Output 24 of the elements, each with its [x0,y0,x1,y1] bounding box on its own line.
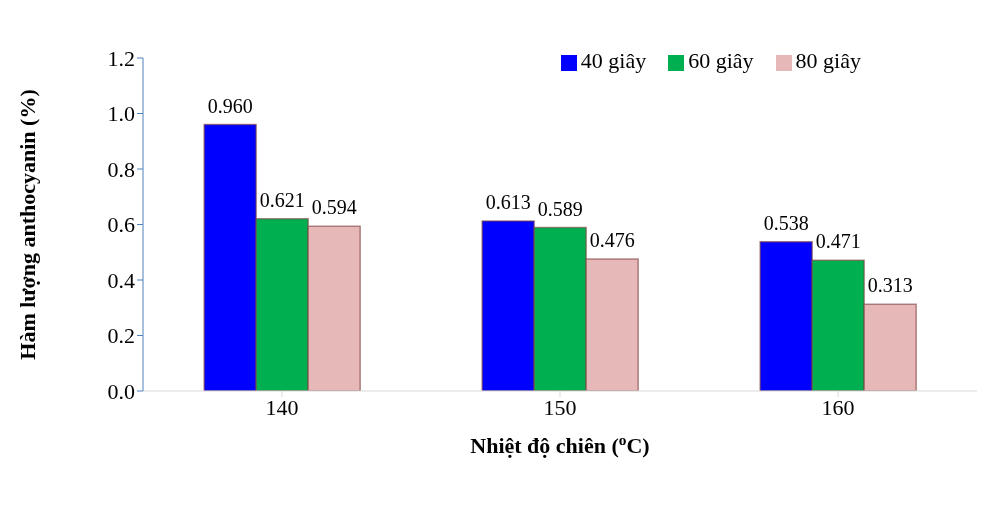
x-tick-label: 160 [821,394,855,420]
x-tick-label: 140 [265,394,299,420]
y-tick-label: 0.4 [107,267,135,293]
data-label: 0.476 [589,228,635,251]
data-label: 0.538 [763,211,809,234]
y-tick-label: 0.6 [107,212,135,238]
data-label: 0.613 [485,190,531,213]
y-tick-label: 0.8 [107,156,135,182]
data-label: 0.960 [207,94,253,117]
x-tick-label: 150 [543,394,577,420]
legend-label: 80 giây [795,48,861,73]
legend-label: 60 giây [688,48,754,73]
data-label: 0.589 [537,197,583,220]
y-tick-label: 0.2 [107,323,135,349]
data-label: 0.621 [259,188,305,211]
y-axis-title: Hàm lượng anthocyanin (%) [15,89,40,360]
legend-label: 40 giây [580,48,647,73]
x-axis-title: Nhiệt độ chiên ($^{o}$C) [470,430,650,458]
data-label: 0.471 [815,230,861,253]
y-tick-label: 1.2 [107,45,135,71]
y-tick-label: 1.0 [107,101,135,127]
data-label: 0.313 [867,274,913,297]
y-tick-label: 0.0 [107,378,135,404]
data-label: 0.594 [311,196,357,219]
